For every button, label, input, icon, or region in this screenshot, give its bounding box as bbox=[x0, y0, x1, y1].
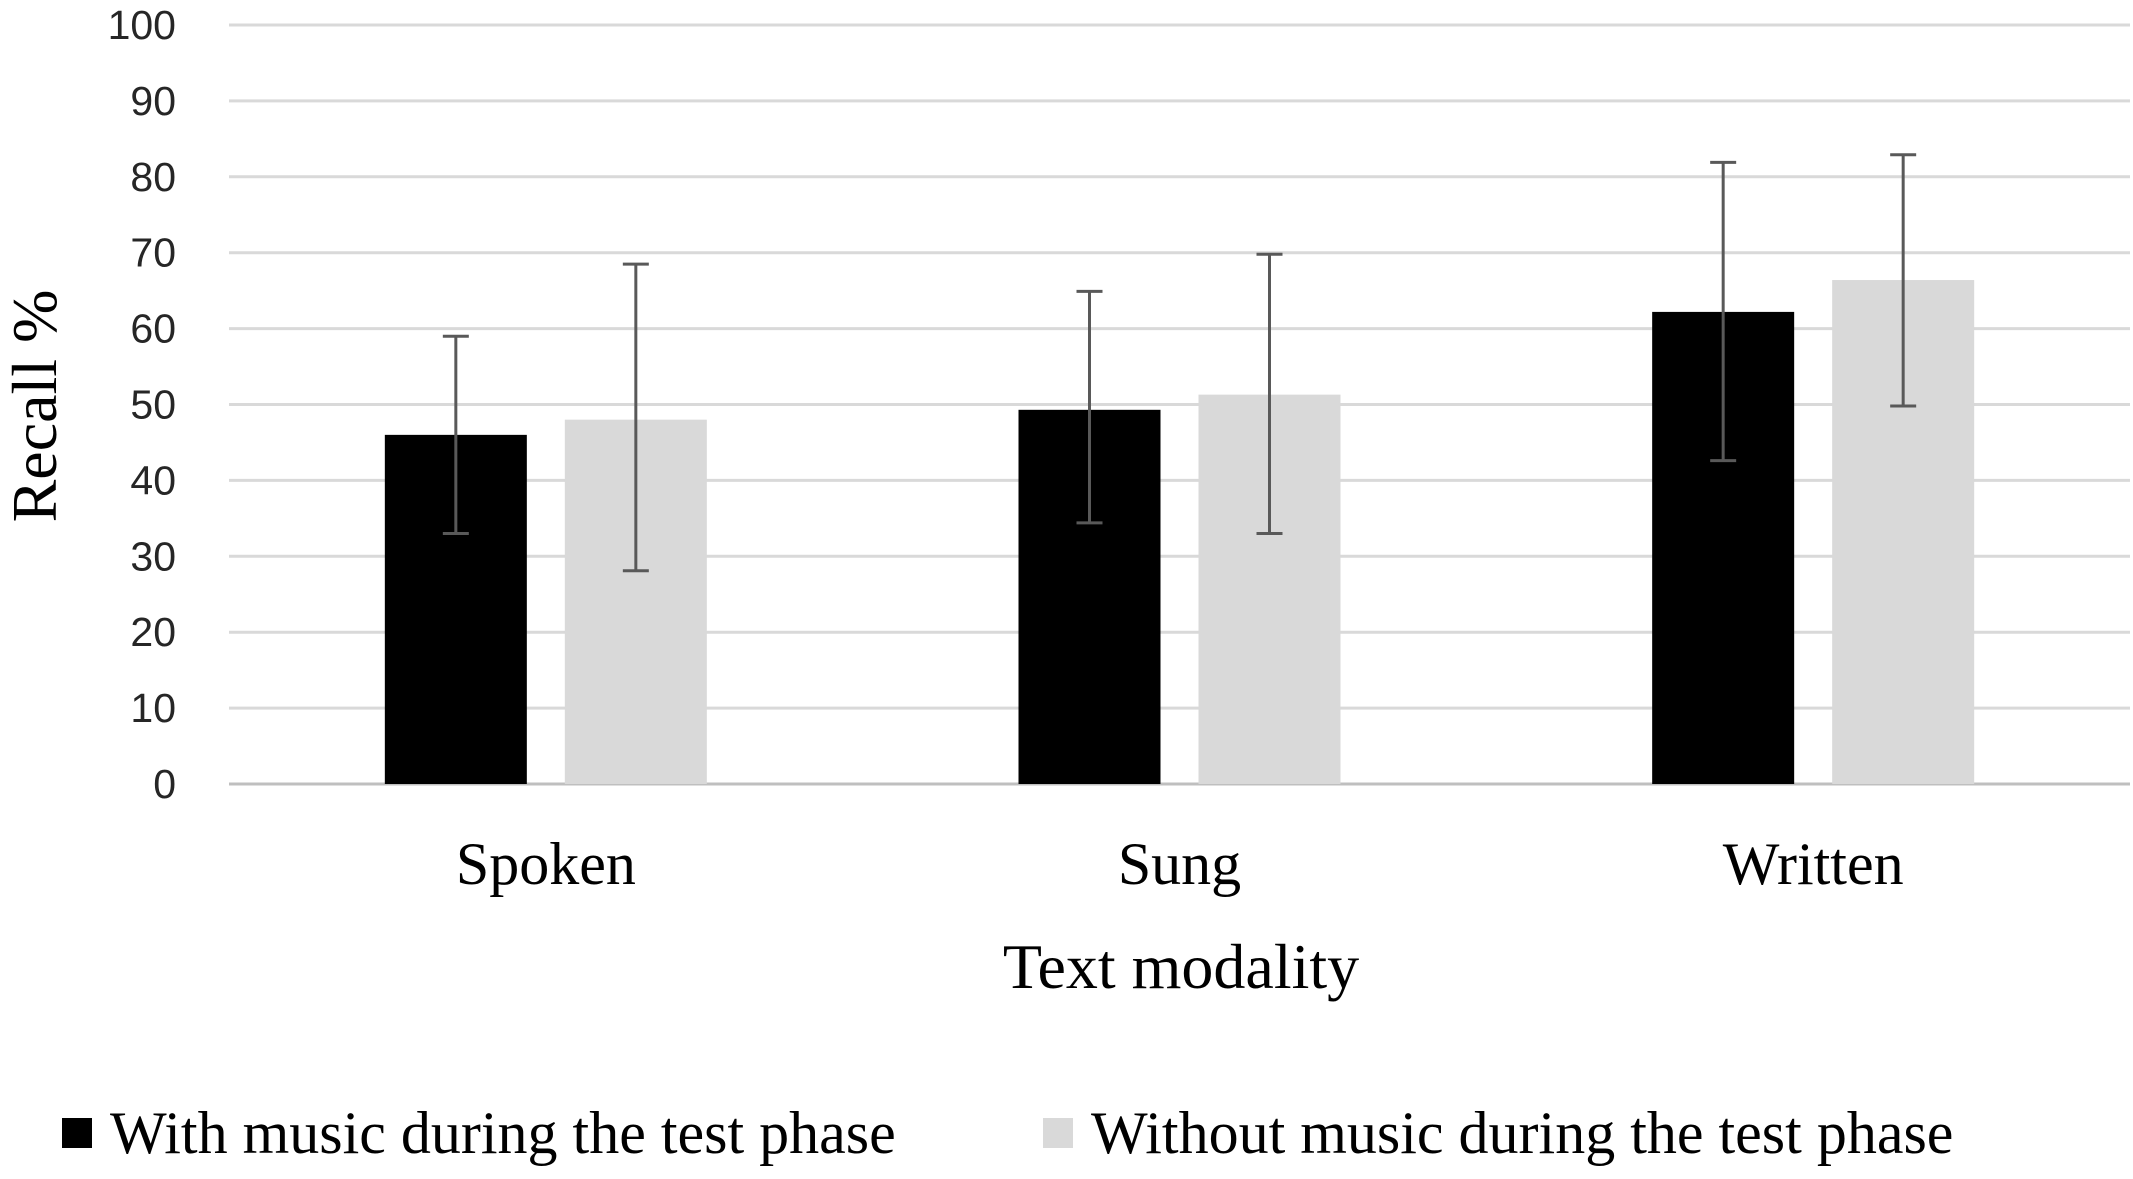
x-axis-title: Text modality bbox=[1003, 931, 1359, 1002]
legend-swatch bbox=[62, 1118, 92, 1148]
y-tick-label: 50 bbox=[130, 382, 176, 428]
error-bar bbox=[1890, 153, 1917, 408]
error-bar bbox=[1256, 252, 1283, 536]
error-bar bbox=[1710, 160, 1737, 463]
legend-label: Without music during the test phase bbox=[1091, 1100, 1953, 1166]
error-bars bbox=[442, 153, 1917, 573]
y-tick-label: 70 bbox=[130, 230, 176, 276]
y-tick-labels: 0 10 20 30 40 50 60 70 80 90 100 bbox=[108, 2, 176, 807]
y-tick-label: 60 bbox=[130, 306, 176, 352]
legend-item: Without music during the test phase bbox=[1043, 1100, 1953, 1166]
legend-swatch bbox=[1043, 1118, 1073, 1148]
y-tick-label: 40 bbox=[130, 457, 176, 503]
y-tick-label: 20 bbox=[130, 609, 176, 655]
legend: With music during the test phase Without … bbox=[62, 1100, 1953, 1166]
error-bar bbox=[1076, 289, 1103, 525]
y-tick-label: 30 bbox=[130, 533, 176, 579]
bars bbox=[384, 280, 1975, 784]
legend-item: With music during the test phase bbox=[62, 1100, 896, 1166]
x-category-labels: Spoken Sung Written bbox=[456, 831, 1904, 897]
x-category-label: Spoken bbox=[456, 831, 636, 897]
gridlines bbox=[229, 23, 2130, 786]
y-tick-label: 100 bbox=[108, 2, 176, 48]
legend-label: With music during the test phase bbox=[110, 1100, 896, 1166]
y-tick-label: 90 bbox=[130, 78, 176, 124]
y-tick-label: 10 bbox=[130, 685, 176, 731]
error-bar bbox=[442, 334, 469, 536]
y-tick-label: 0 bbox=[153, 761, 176, 807]
y-axis-title: Recall % bbox=[0, 290, 70, 523]
x-category-label: Written bbox=[1723, 831, 1904, 897]
error-bar bbox=[622, 262, 649, 573]
y-tick-label: 80 bbox=[130, 154, 176, 200]
x-category-label: Sung bbox=[1118, 831, 1241, 897]
